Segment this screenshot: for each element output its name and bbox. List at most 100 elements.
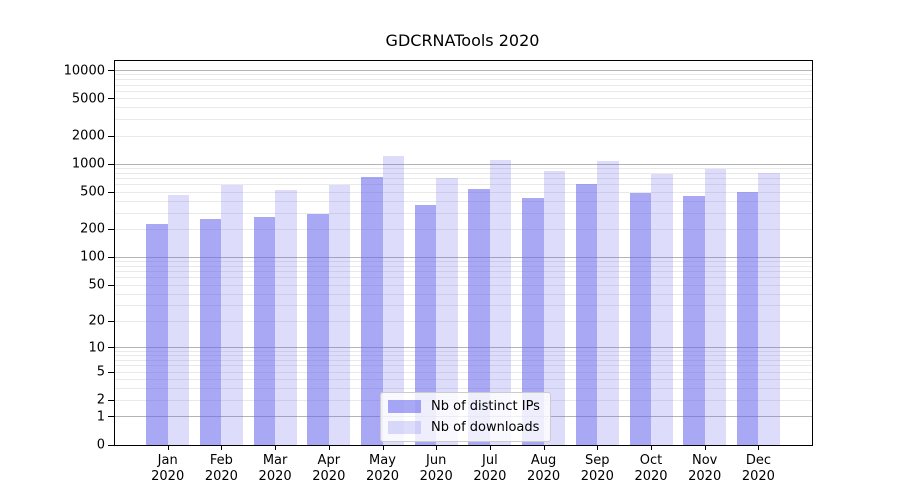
gridline-minor — [115, 359, 812, 361]
x-tick-year: 2020 — [258, 469, 292, 484]
x-tick-label-apr: Apr 2020 — [297, 453, 361, 485]
y-tick-label: 5000 — [71, 91, 105, 107]
y-tick — [108, 256, 114, 258]
y-tick-label: 1 — [96, 409, 105, 425]
bar-distinct-ips-jan — [146, 223, 168, 445]
bar-downloads-jul — [489, 160, 512, 445]
gridline-minor — [115, 350, 812, 352]
y-tick — [108, 163, 114, 165]
bar-distinct-ips-mar — [253, 217, 276, 445]
x-tick — [543, 445, 545, 450]
y-tick-label: 100 — [80, 249, 105, 265]
x-tick-month: Apr — [317, 453, 341, 468]
gridline-minor — [115, 119, 812, 121]
x-tick — [651, 445, 652, 450]
x-tick-label-dec: Dec 2020 — [726, 453, 790, 485]
x-tick-label-may: May 2020 — [351, 453, 415, 485]
y-tick-label: 5 — [96, 364, 105, 380]
gridline-minor — [115, 388, 812, 390]
gridline-minor — [115, 74, 812, 76]
x-tick-month: Jan — [157, 453, 178, 468]
y-tick-label: 10 — [88, 340, 105, 356]
x-tick-month: Dec — [745, 453, 771, 468]
x-tick-label-aug: Aug 2020 — [512, 453, 576, 485]
bar-downloads-nov — [704, 169, 727, 445]
bar-downloads-mar — [275, 189, 297, 445]
x-tick — [489, 445, 491, 450]
bar-downloads-sep — [597, 161, 619, 445]
bar-downloads-oct — [651, 173, 673, 445]
x-tick-label-sep: Sep 2020 — [565, 453, 629, 485]
gridline-major — [115, 163, 812, 165]
bar-distinct-ips-apr — [307, 214, 329, 445]
gridline-minor — [115, 355, 812, 357]
legend-item-distinct-ips: Nb of distinct IPs — [388, 399, 540, 414]
x-tick-year: 2020 — [204, 469, 238, 484]
gridline-minor — [115, 271, 812, 273]
y-tick-label: 20 — [88, 313, 105, 329]
y-tick — [108, 444, 114, 446]
x-tick-month: Sep — [585, 453, 610, 468]
y-tick-label: 1000 — [71, 156, 105, 172]
x-tick-month: Jul — [482, 453, 498, 468]
gridline-major — [115, 70, 812, 72]
gridline-minor — [115, 90, 812, 92]
x-tick-month: Aug — [530, 453, 557, 468]
x-tick — [221, 445, 223, 450]
y-tick — [108, 70, 114, 72]
gridline-minor — [115, 200, 812, 202]
gridline-minor — [115, 107, 812, 109]
y-tick — [108, 191, 114, 193]
x-tick-label-mar: Mar 2020 — [243, 453, 307, 485]
x-tick-label-nov: Nov 2020 — [673, 453, 737, 485]
x-tick-month: Mar — [262, 453, 288, 468]
gridline-minor — [115, 98, 812, 100]
x-tick — [704, 445, 706, 450]
bar-distinct-ips-feb — [199, 218, 222, 445]
y-tick — [108, 320, 114, 322]
legend-swatch-distinct-ips — [388, 400, 421, 413]
gridline-major — [115, 256, 812, 258]
plot-area: 0 1 2 5 10 20 50 100 200 500 1000 2000 5000 10000 Jan 2… — [64, 60, 813, 484]
x-tick — [382, 445, 384, 450]
y-tick-label: 500 — [80, 184, 105, 200]
y-tick — [108, 347, 114, 349]
gridline-minor — [115, 84, 812, 86]
gridline-minor — [115, 167, 812, 169]
gridline-minor — [115, 212, 812, 214]
x-tick-year: 2020 — [527, 469, 561, 484]
gridline-minor — [115, 135, 812, 137]
gridline-minor — [115, 191, 812, 193]
x-tick-month: May — [369, 453, 396, 468]
x-tick-year: 2020 — [688, 469, 722, 484]
legend: Nb of distinct IPs Nb of downloads — [380, 392, 551, 442]
x-tick — [597, 445, 599, 450]
gridline-minor — [115, 178, 812, 180]
legend-item-downloads: Nb of downloads — [388, 420, 540, 435]
y-tick-label: 50 — [88, 277, 105, 293]
y-tick — [108, 98, 114, 100]
gridline-minor — [115, 320, 812, 322]
gridline-minor — [115, 184, 812, 186]
gridline-minor — [115, 265, 812, 267]
x-tick-year: 2020 — [473, 469, 507, 484]
bar-downloads-aug — [543, 170, 566, 445]
y-tick — [108, 416, 114, 418]
y-tick-label: 0 — [96, 437, 105, 453]
chart-title: GDCRNATools 2020 — [385, 31, 540, 50]
x-tick-label-jan: Jan 2020 — [136, 453, 200, 485]
gridline-minor — [115, 277, 812, 279]
x-tick-month: Feb — [209, 453, 233, 468]
bar-downloads-jun — [436, 178, 458, 445]
bar-distinct-ips-may — [361, 176, 383, 445]
y-tick — [108, 399, 114, 401]
bar-downloads-dec — [758, 172, 780, 445]
y-tick-label: 10000 — [63, 63, 105, 79]
y-tick — [108, 284, 114, 286]
x-tick — [167, 445, 169, 450]
x-tick-year: 2020 — [580, 469, 614, 484]
gridline-minor — [115, 228, 812, 230]
x-tick-year: 2020 — [151, 469, 185, 484]
bar-distinct-ips-aug — [522, 198, 544, 445]
